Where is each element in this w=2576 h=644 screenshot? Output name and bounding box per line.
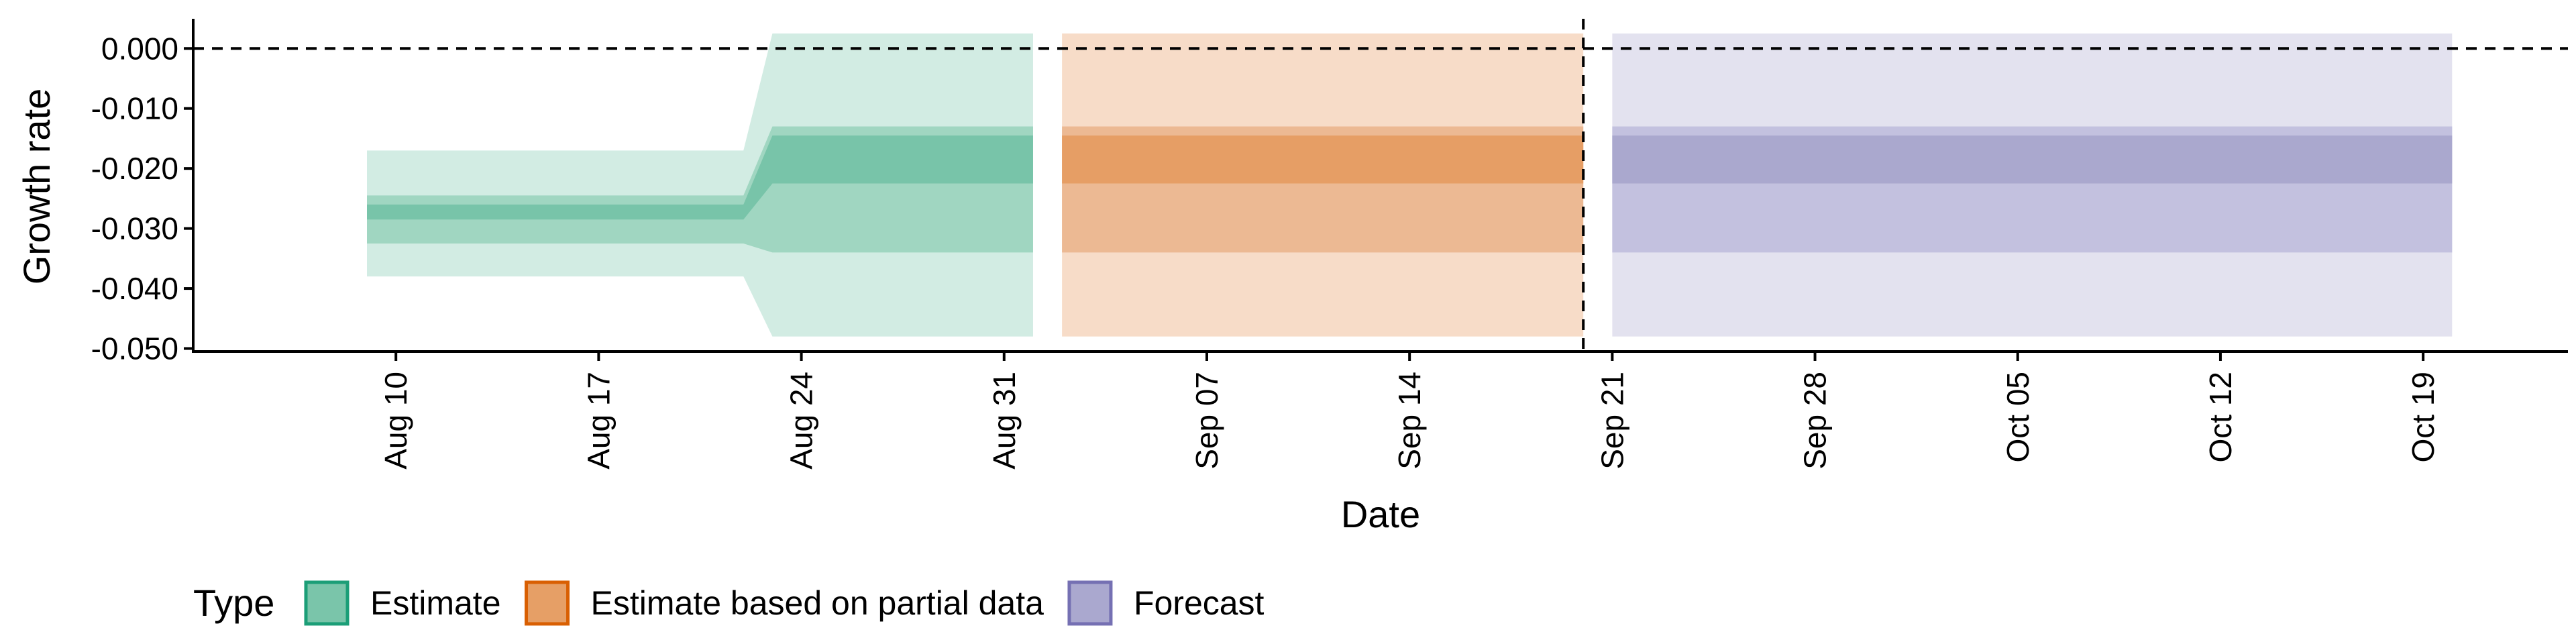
x-tick-label: Oct 12 — [2203, 372, 2238, 463]
legend-swatch-forecast — [1067, 580, 1113, 626]
legend-title: Type — [193, 582, 274, 624]
reference-lines — [193, 19, 2568, 352]
x-tick-label: Sep 14 — [1392, 372, 1427, 470]
legend-label-estimate: Estimate — [370, 584, 501, 622]
x-tick-label: Oct 05 — [2000, 372, 2035, 463]
ribbon-estimate-based-on-partial-data-20 — [1062, 135, 1584, 184]
legend: Type Estimate Estimate based on partial da… — [193, 580, 1265, 626]
x-tick-label: Sep 07 — [1189, 372, 1224, 470]
legend-label-forecast: Forecast — [1134, 584, 1265, 622]
y-tick-label: -0.050 — [91, 331, 178, 366]
y-axis-title: Growth rate — [15, 89, 58, 285]
ribbon-forecast-20 — [1612, 135, 2453, 184]
y-tick-label: -0.020 — [91, 151, 178, 186]
x-tick-label: Aug 17 — [581, 372, 616, 470]
x-tick-label: Aug 24 — [784, 372, 819, 470]
y-tick-label: -0.010 — [91, 91, 178, 126]
x-tick-label: Aug 10 — [378, 372, 413, 470]
legend-swatch-estimate — [304, 580, 350, 626]
x-tick-label: Sep 28 — [1798, 372, 1833, 470]
ribbon-estimate-20 — [367, 135, 1033, 220]
x-tick-label: Aug 31 — [987, 372, 1022, 470]
ribbon-bands — [367, 33, 2453, 337]
y-tick-label: -0.040 — [91, 271, 178, 306]
x-tick-label: Sep 21 — [1595, 372, 1629, 470]
ribbon-estimate-90 — [367, 33, 1033, 337]
x-axis-title: Date — [1341, 493, 1420, 535]
y-tick-label: 0.000 — [101, 31, 178, 66]
legend-label-estimate-based-on-partial-data: Estimate based on partial data — [591, 584, 1044, 622]
axes: 0.000 -0.010 -0.020 -0.030 -0.040 -0.050 Aug 1… — [15, 19, 2568, 535]
y-tick-label: -0.030 — [91, 211, 178, 246]
legend-swatch-estimate-based-on-partial-data — [525, 580, 570, 626]
x-tick-label: Oct 19 — [2406, 372, 2440, 463]
